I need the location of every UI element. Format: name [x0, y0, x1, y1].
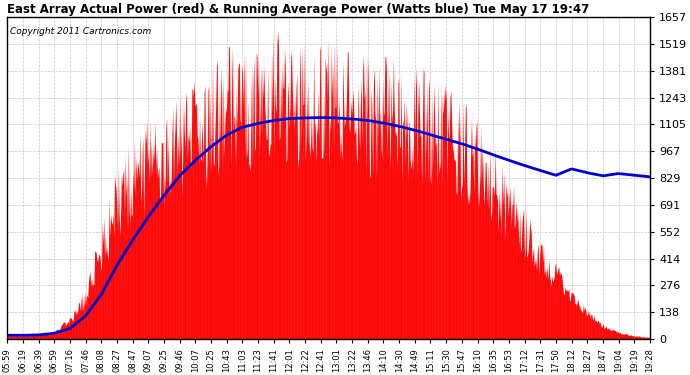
Text: Copyright 2011 Cartronics.com: Copyright 2011 Cartronics.com	[10, 27, 152, 36]
Text: East Array Actual Power (red) & Running Average Power (Watts blue) Tue May 17 19: East Array Actual Power (red) & Running …	[8, 3, 589, 16]
